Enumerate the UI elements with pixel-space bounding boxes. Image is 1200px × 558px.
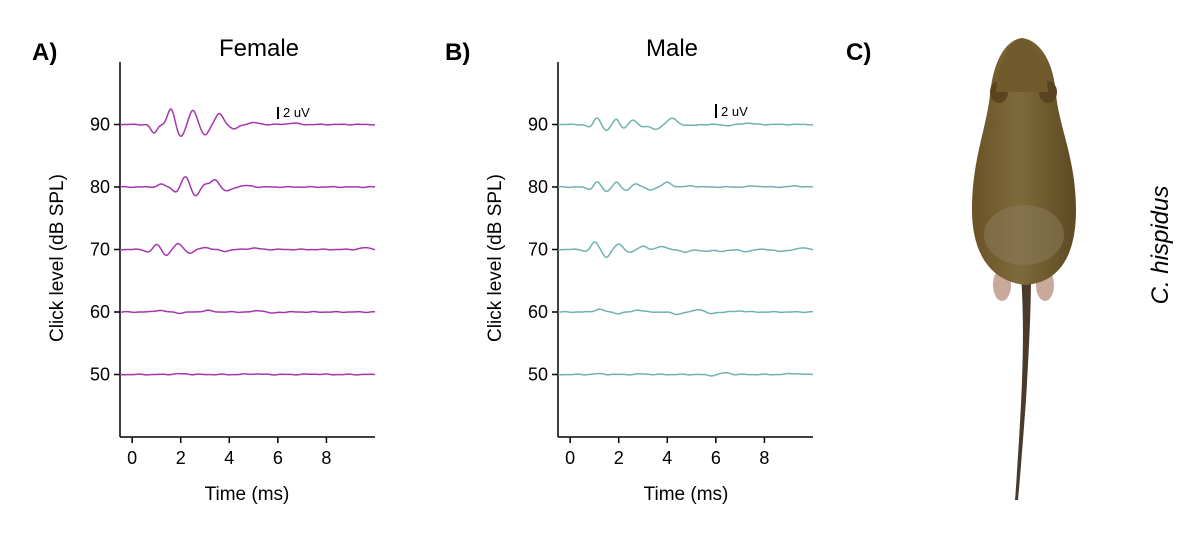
y-tick-label: 90 [528,115,548,135]
trace-90db [119,108,376,137]
x-tick-label: 4 [224,448,234,468]
panel-c: C) C. hispidus [846,38,1174,500]
rat-tail [1015,275,1031,500]
species-label: C. hispidus [1147,186,1174,305]
chart-female: 50 60 70 80 90 0 2 4 6 8 2 uV Time (ms) Click le… [47,62,376,505]
y-tick-label: 60 [90,302,110,322]
y-tick-label: 80 [90,177,110,197]
trace-80db [119,176,376,197]
trace-70db [119,242,376,257]
trace-80db [557,181,814,193]
y-ticks: 50 60 70 80 90 [90,115,120,385]
panel-b: B) Male 50 60 70 80 90 0 2 4 6 8 2 uV Time (ms) … [445,35,814,505]
x-tick-label: 8 [759,448,769,468]
trace-70db [557,241,814,259]
panel-b-label: B) [445,39,470,66]
x-tick-label: 2 [614,448,624,468]
x-ticks: 0 2 4 6 8 [127,437,331,468]
x-tick-label: 4 [662,448,672,468]
trace-60db [119,309,376,315]
x-tick-label: 2 [176,448,186,468]
y-ticks: 50 60 70 80 90 [528,115,558,385]
x-tick-label: 6 [711,448,721,468]
panel-a: A) Female 50 60 70 80 90 0 2 4 6 8 2 uV Time (ms… [32,35,376,505]
panel-c-label: C) [846,39,871,66]
panel-b-title: Male [646,35,698,62]
scale-bar-label: 2 uV [721,104,748,119]
chart-male: 50 60 70 80 90 0 2 4 6 8 2 uV Time (ms) Click le… [485,62,814,505]
x-axis-label: Time (ms) [205,484,290,505]
y-tick-label: 90 [90,115,110,135]
trace-50db [119,372,376,376]
trace-60db [557,308,814,316]
y-tick-label: 70 [528,240,548,260]
x-axis-label: Time (ms) [644,484,729,505]
y-tick-label: 50 [528,365,548,385]
rat-head [996,38,1048,92]
y-axis-label: Click level (dB SPL) [47,174,68,342]
panel-a-label: A) [32,39,57,66]
x-tick-label: 0 [565,448,575,468]
panel-a-title: Female [219,35,299,62]
x-ticks: 0 2 4 6 8 [565,437,769,468]
traces [119,108,376,376]
rat-photo [972,38,1076,500]
scale-bar-label: 2 uV [283,105,310,120]
x-tick-label: 0 [127,448,137,468]
y-axis-label: Click level (dB SPL) [485,174,506,342]
trace-50db [557,371,814,377]
trace-90db [557,117,814,132]
traces [557,117,814,377]
rat-flank [984,205,1064,265]
y-tick-label: 80 [528,177,548,197]
y-tick-label: 60 [528,302,548,322]
x-tick-label: 6 [273,448,283,468]
y-tick-label: 70 [90,240,110,260]
y-tick-label: 50 [90,365,110,385]
x-tick-label: 8 [321,448,331,468]
